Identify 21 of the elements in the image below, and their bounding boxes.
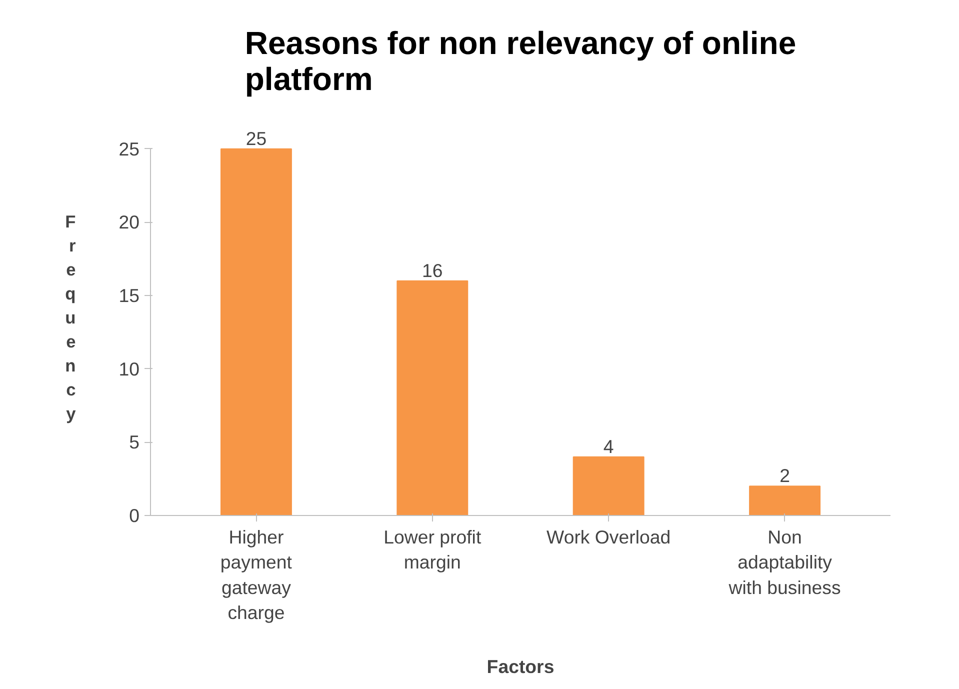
text: Frequency — [65, 212, 76, 424]
x-tick-label: Work Overload — [546, 526, 671, 548]
data-label: 4 — [603, 436, 614, 457]
chart-title: Reasons for non relevancy of online platform — [244, 25, 796, 97]
bar — [572, 456, 644, 516]
y-tick-label: 0 — [129, 505, 140, 526]
data-label: 2 — [780, 465, 790, 486]
y-tick-label: 5 — [129, 432, 140, 453]
data-label: 16 — [422, 260, 443, 281]
bar — [749, 486, 821, 516]
x-axis-title: Factors — [486, 656, 554, 678]
y-tick-label: 25 — [118, 138, 140, 160]
y-tick-label: 15 — [118, 285, 140, 306]
bar — [396, 280, 468, 516]
data-label: 25 — [246, 128, 267, 149]
bar — [220, 148, 292, 516]
y-tick-label: 20 — [118, 212, 140, 233]
y-tick-label: 10 — [118, 358, 140, 380]
x-tick-label: Higher payment gateway charge — [220, 526, 293, 624]
x-tick-label: Non adaptability with business — [728, 526, 841, 598]
x-tick-label: Lower profit margin — [384, 526, 482, 573]
